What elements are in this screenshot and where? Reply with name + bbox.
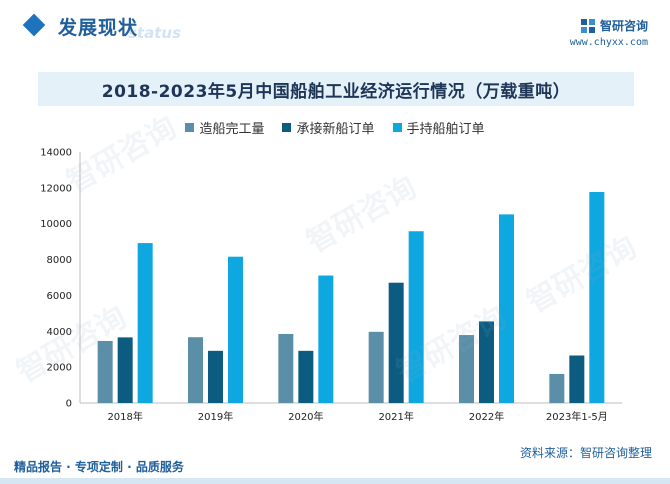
y-tick-label: 6000 (47, 291, 72, 302)
bar-1-4 (479, 321, 494, 403)
brand: 智研咨询 (580, 17, 648, 34)
legend-swatch-orders-on-hand (392, 123, 402, 132)
y-tick-label: 4000 (47, 327, 72, 338)
bar-2-5 (589, 191, 605, 403)
bar-2-3 (408, 231, 424, 403)
bar-2-2 (318, 275, 334, 403)
footer-source: 资料来源：智研咨询整理 (519, 446, 652, 460)
legend-item-completed: 造船完工量 (185, 118, 264, 137)
y-tick-label: 14000 (40, 148, 72, 159)
bar-0-3 (368, 331, 384, 403)
x-tick-label: 2020年 (288, 410, 323, 423)
header-ghost-text: status (128, 24, 181, 42)
x-tick-label: 2018年 (107, 410, 142, 423)
footer-tagline: 精品报告 · 专项定制 · 品质服务 (14, 460, 184, 474)
bar-1-1 (208, 350, 223, 403)
legend-item-new-orders: 承接新船订单 (282, 118, 375, 137)
header: status 发展现状 智研咨询 www.chyxx.com (0, 0, 670, 56)
bar-0-2 (278, 333, 294, 403)
x-tick-label: 2021年 (378, 410, 413, 423)
bar-0-4 (459, 335, 474, 403)
bar-1-5 (569, 355, 585, 403)
chart-legend: 造船完工量 承接新船订单 手持船舶订单 (0, 118, 670, 137)
y-tick-label: 12000 (40, 183, 72, 194)
legend-label-new-orders: 承接新船订单 (296, 122, 375, 137)
bar-1-2 (298, 350, 314, 403)
footer-divider (0, 478, 670, 484)
legend-label-orders-on-hand: 手持船舶订单 (406, 122, 485, 137)
bar-2-1 (228, 256, 243, 403)
x-tick-label: 2023年1-5月 (546, 410, 608, 423)
bar-2-0 (137, 243, 153, 403)
legend-swatch-completed (185, 123, 195, 132)
legend-swatch-new-orders (282, 123, 292, 132)
legend-label-completed: 造船完工量 (199, 122, 265, 137)
y-tick-label: 0 (66, 399, 72, 410)
bar-2-4 (499, 214, 514, 403)
bar-0-5 (549, 373, 565, 403)
brand-logo-icon (580, 18, 595, 33)
chart-title-bar: 2018-2023年5月中国船舶工业经济运行情况（万载重吨） (38, 72, 634, 106)
legend-item-orders-on-hand: 手持船舶订单 (392, 118, 485, 137)
x-tick-label: 2022年 (469, 410, 504, 423)
bar-0-1 (188, 337, 203, 403)
chart-title: 2018-2023年5月中国船舶工业经济运行情况（万载重吨） (101, 81, 571, 102)
page-title: 发展现状 (58, 17, 139, 39)
y-tick-label: 10000 (40, 219, 72, 230)
x-tick-label: 2019年 (198, 410, 233, 423)
brand-name: 智研咨询 (599, 19, 648, 33)
y-tick-label: 2000 (47, 363, 72, 374)
website-url: www.chyxx.com (569, 37, 648, 48)
y-tick-label: 8000 (47, 255, 72, 266)
bar-0-0 (97, 340, 113, 403)
bar-1-3 (388, 282, 404, 403)
bar-1-0 (117, 337, 133, 403)
